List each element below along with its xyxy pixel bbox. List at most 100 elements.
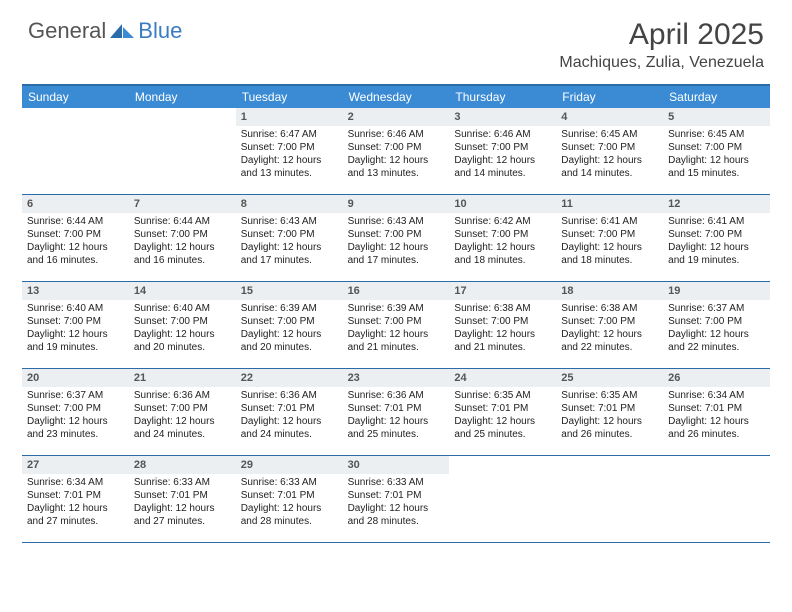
day-cell: 1 Sunrise: 6:47 AMSunset: 7:00 PMDaylight… <box>236 108 343 194</box>
title-block: April 2025 Machiques, Zulia, Venezuela <box>559 18 764 72</box>
day-info: Sunrise: 6:33 AMSunset: 7:01 PMDaylight:… <box>348 476 445 528</box>
day-cell: 14Sunrise: 6:40 AMSunset: 7:00 PMDayligh… <box>129 282 236 368</box>
day-cell: 11Sunrise: 6:41 AMSunset: 7:00 PMDayligh… <box>556 195 663 281</box>
day-cell: 2 Sunrise: 6:46 AMSunset: 7:00 PMDaylight… <box>343 108 450 194</box>
day-number: 27 <box>22 456 129 474</box>
day-info: Sunrise: 6:35 AMSunset: 7:01 PMDaylight:… <box>561 389 658 441</box>
day-cell: 18 Sunrise: 6:38 AMSunset: 7:00 PMDayligh… <box>556 282 663 368</box>
day-cell: 30Sunrise: 6:33 AMSunset: 7:01 PMDayligh… <box>343 456 450 542</box>
day-info: Sunrise: 6:37 AMSunset: 7:00 PMDaylight:… <box>668 302 765 354</box>
day-cell: 27Sunrise: 6:34 AMSunset: 7:01 PMDayligh… <box>22 456 129 542</box>
day-cell: 20 Sunrise: 6:37 AMSunset: 7:00 PMDayligh… <box>22 369 129 455</box>
day-number: 14 <box>129 282 236 300</box>
day-cell: 22Sunrise: 6:36 AMSunset: 7:01 PMDayligh… <box>236 369 343 455</box>
week-row: 27Sunrise: 6:34 AMSunset: 7:01 PMDayligh… <box>22 456 770 543</box>
day-number: 17 <box>449 282 556 300</box>
day-info: Sunrise: 6:41 AMSunset: 7:00 PMDaylight:… <box>561 215 658 267</box>
week-row: 6 Sunrise: 6:44 AMSunset: 7:00 PMDaylight… <box>22 195 770 282</box>
day-info: Sunrise: 6:38 AMSunset: 7:00 PMDaylight:… <box>454 302 551 354</box>
day-info: Sunrise: 6:36 AMSunset: 7:01 PMDaylight:… <box>348 389 445 441</box>
day-number: 20 <box>22 369 129 387</box>
weekday-monday: Monday <box>129 86 236 108</box>
day-number: 2 <box>343 108 450 126</box>
weekday-saturday: Saturday <box>663 86 770 108</box>
day-info: Sunrise: 6:42 AMSunset: 7:00 PMDaylight:… <box>454 215 551 267</box>
week-row: ..1Sunrise: 6:47 AMSunset: 7:00 PMDaylig… <box>22 108 770 195</box>
weekday-wednesday: Wednesday <box>343 86 450 108</box>
day-info: Sunrise: 6:45 AMSunset: 7:00 PMDaylight:… <box>668 128 765 180</box>
weekday-header-row: Sunday Monday Tuesday Wednesday Thursday… <box>22 86 770 108</box>
weekday-friday: Friday <box>556 86 663 108</box>
day-info: Sunrise: 6:36 AMSunset: 7:00 PMDaylight:… <box>134 389 231 441</box>
day-cell: 25 Sunrise: 6:35 AMSunset: 7:01 PMDayligh… <box>556 369 663 455</box>
day-number: 26 <box>663 369 770 387</box>
day-info: Sunrise: 6:35 AMSunset: 7:01 PMDaylight:… <box>454 389 551 441</box>
day-info: Sunrise: 6:33 AMSunset: 7:01 PMDaylight:… <box>241 476 338 528</box>
logo: General Blue <box>28 18 182 44</box>
weekday-thursday: Thursday <box>449 86 556 108</box>
day-number: 18 <box>556 282 663 300</box>
day-cell: 6Sunrise: 6:44 AMSunset: 7:00 PMDaylight… <box>22 195 129 281</box>
day-number: 9 <box>343 195 450 213</box>
day-number: 25 <box>556 369 663 387</box>
logo-text-blue: Blue <box>138 18 182 44</box>
day-number: 4 <box>556 108 663 126</box>
weekday-sunday: Sunday <box>22 86 129 108</box>
day-cell: 10 Sunrise: 6:42 AMSunset: 7:00 PMDayligh… <box>449 195 556 281</box>
day-number: 23 <box>343 369 450 387</box>
day-cell: . <box>556 456 663 542</box>
day-cell: 5Sunrise: 6:45 AMSunset: 7:00 PMDaylight… <box>663 108 770 194</box>
day-info: Sunrise: 6:39 AMSunset: 7:00 PMDaylight:… <box>241 302 338 354</box>
day-info: Sunrise: 6:47 AMSunset: 7:00 PMDaylight:… <box>241 128 338 180</box>
day-info: Sunrise: 6:33 AMSunset: 7:01 PMDaylight:… <box>134 476 231 528</box>
day-number: 10 <box>449 195 556 213</box>
week-row: 13 Sunrise: 6:40 AMSunset: 7:00 PMDayligh… <box>22 282 770 369</box>
day-cell: . <box>129 108 236 194</box>
calendar: Sunday Monday Tuesday Wednesday Thursday… <box>22 84 770 543</box>
day-info: Sunrise: 6:38 AMSunset: 7:00 PMDaylight:… <box>561 302 658 354</box>
day-info: Sunrise: 6:40 AMSunset: 7:00 PMDaylight:… <box>27 302 124 354</box>
day-number: 7 <box>129 195 236 213</box>
day-cell: 9Sunrise: 6:43 AMSunset: 7:00 PMDaylight… <box>343 195 450 281</box>
day-info: Sunrise: 6:37 AMSunset: 7:00 PMDaylight:… <box>27 389 124 441</box>
day-cell: 28 Sunrise: 6:33 AMSunset: 7:01 PMDayligh… <box>129 456 236 542</box>
logo-sail-icon <box>108 22 136 40</box>
weekday-tuesday: Tuesday <box>236 86 343 108</box>
day-number: 6 <box>22 195 129 213</box>
day-cell: 24 Sunrise: 6:35 AMSunset: 7:01 PMDayligh… <box>449 369 556 455</box>
day-cell: 19 Sunrise: 6:37 AMSunset: 7:00 PMDayligh… <box>663 282 770 368</box>
day-cell: 13 Sunrise: 6:40 AMSunset: 7:00 PMDayligh… <box>22 282 129 368</box>
logo-text-general: General <box>28 18 106 44</box>
day-number: 29 <box>236 456 343 474</box>
day-cell: 8Sunrise: 6:43 AMSunset: 7:00 PMDaylight… <box>236 195 343 281</box>
day-number: 3 <box>449 108 556 126</box>
day-number: 12 <box>663 195 770 213</box>
day-cell: 3 Sunrise: 6:46 AMSunset: 7:00 PMDaylight… <box>449 108 556 194</box>
day-number: 19 <box>663 282 770 300</box>
weeks-container: ..1Sunrise: 6:47 AMSunset: 7:00 PMDaylig… <box>22 108 770 543</box>
day-info: Sunrise: 6:46 AMSunset: 7:00 PMDaylight:… <box>348 128 445 180</box>
day-cell: . <box>449 456 556 542</box>
day-number: 16 <box>343 282 450 300</box>
day-cell: 17 Sunrise: 6:38 AMSunset: 7:00 PMDayligh… <box>449 282 556 368</box>
month-title: April 2025 <box>559 18 764 52</box>
day-info: Sunrise: 6:46 AMSunset: 7:00 PMDaylight:… <box>454 128 551 180</box>
day-number: 8 <box>236 195 343 213</box>
day-number: 21 <box>129 369 236 387</box>
day-number: 15 <box>236 282 343 300</box>
day-info: Sunrise: 6:36 AMSunset: 7:01 PMDaylight:… <box>241 389 338 441</box>
day-cell: 26Sunrise: 6:34 AMSunset: 7:01 PMDayligh… <box>663 369 770 455</box>
day-cell: 7 Sunrise: 6:44 AMSunset: 7:00 PMDaylight… <box>129 195 236 281</box>
header: General Blue April 2025 Machiques, Zulia… <box>0 0 792 80</box>
day-cell: 15 Sunrise: 6:39 AMSunset: 7:00 PMDayligh… <box>236 282 343 368</box>
day-info: Sunrise: 6:41 AMSunset: 7:00 PMDaylight:… <box>668 215 765 267</box>
day-number: 1 <box>236 108 343 126</box>
day-number: 24 <box>449 369 556 387</box>
day-info: Sunrise: 6:44 AMSunset: 7:00 PMDaylight:… <box>134 215 231 267</box>
day-cell: . <box>663 456 770 542</box>
day-cell: 29 Sunrise: 6:33 AMSunset: 7:01 PMDayligh… <box>236 456 343 542</box>
day-cell: 23 Sunrise: 6:36 AMSunset: 7:01 PMDayligh… <box>343 369 450 455</box>
day-number: 13 <box>22 282 129 300</box>
day-cell: 16Sunrise: 6:39 AMSunset: 7:00 PMDayligh… <box>343 282 450 368</box>
day-number: 28 <box>129 456 236 474</box>
